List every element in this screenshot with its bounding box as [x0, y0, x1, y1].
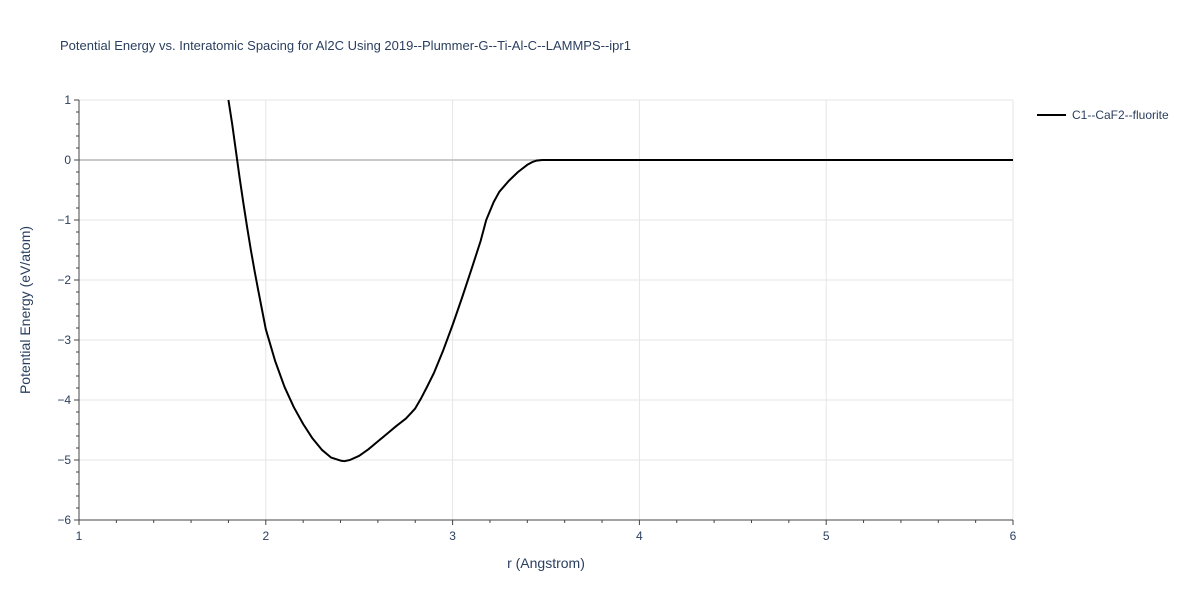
x-tick-label: 3	[449, 529, 456, 543]
y-tick-label: 0	[64, 153, 71, 167]
y-tick-label: −6	[57, 513, 71, 527]
series-line-c1-caf2-fluorite[interactable]	[227, 99, 1013, 463]
x-tick-label: 1	[76, 529, 83, 543]
y-tick-label: −5	[57, 453, 71, 467]
y-axis-title: Potential Energy (eV/atom)	[17, 226, 33, 394]
chart-title: Potential Energy vs. Interatomic Spacing…	[60, 38, 631, 53]
legend-label-c1-caf2-fluorite: C1--CaF2--fluorite	[1072, 108, 1169, 122]
y-tick-label: −4	[57, 393, 71, 407]
plot-area: 1 2 3 4 5 6 1 0 −1 −2 −3 −4 −5 −6	[57, 93, 1016, 543]
x-tick-label: 2	[262, 529, 269, 543]
legend[interactable]: C1--CaF2--fluorite	[1037, 108, 1169, 122]
y-tick-label: 1	[64, 93, 71, 107]
x-tick-label: 5	[823, 529, 830, 543]
x-axis-title: r (Angstrom)	[507, 555, 585, 571]
y-tick-label: −2	[57, 273, 71, 287]
x-tick-label: 4	[636, 529, 643, 543]
y-tick-label: −3	[57, 333, 71, 347]
y-tick-label: −1	[57, 213, 71, 227]
x-tick-label: 6	[1010, 529, 1017, 543]
